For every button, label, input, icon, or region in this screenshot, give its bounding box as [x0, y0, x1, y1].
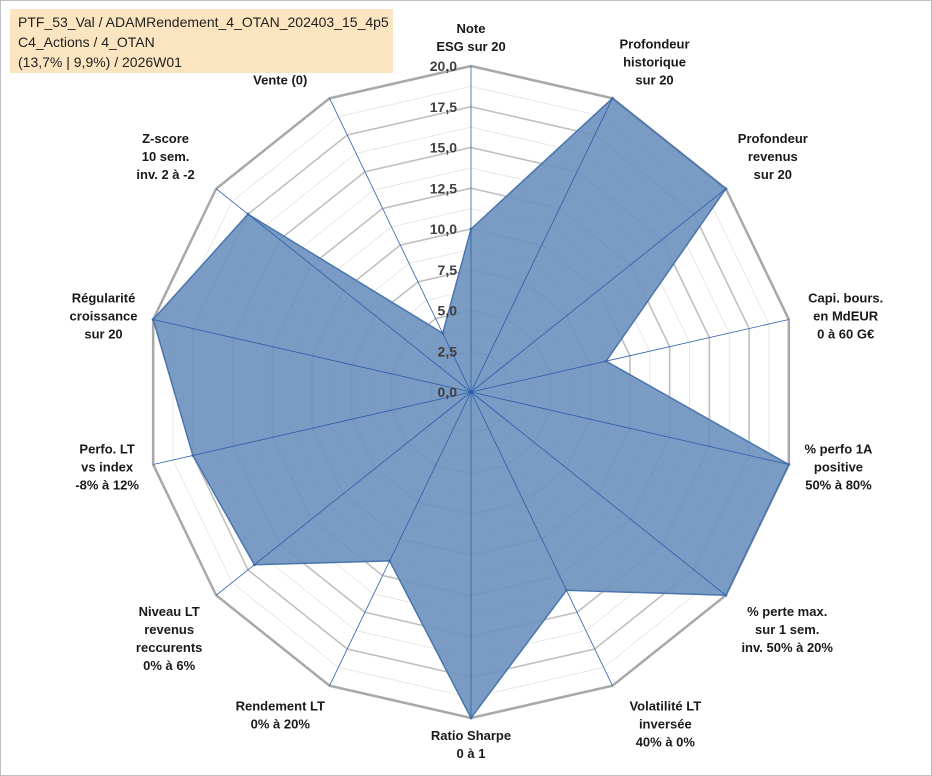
axis-label-line: Ratio Sharpe — [431, 728, 511, 743]
axis-label: Ratio Sharpe 0 à 1 — [431, 728, 511, 761]
tick-label: 12,5 — [430, 180, 457, 196]
radar-spoke — [153, 319, 472, 393]
axis-label-line: 10 sem. — [142, 149, 190, 164]
tick-label: 15,0 — [430, 140, 457, 156]
axis-label: Régularité croissance sur 20 — [70, 290, 138, 341]
axis-label-line: inv. 2 à -2 — [136, 167, 194, 182]
axis-label-line: croissance — [70, 308, 138, 323]
radar-spoke — [470, 391, 613, 686]
axis-label: Note ESG sur 20 — [436, 21, 505, 54]
radar-spoke — [215, 188, 472, 393]
axis-label-line: sur 1 sem. — [755, 622, 819, 637]
axis-label-line: Profondeur — [619, 37, 689, 52]
radar-spoke — [215, 391, 472, 596]
axis-label-line: 40% à 0% — [636, 734, 696, 749]
axis-label-line: positive — [814, 460, 863, 475]
axis-label-line: Note — [457, 21, 486, 36]
axis-label: Capi. bours. en MdEUR 0 à 60 G€ — [808, 290, 883, 341]
radar-spoke — [470, 98, 613, 393]
axis-label-line: revenus — [144, 622, 194, 637]
radar-spoke — [470, 319, 789, 393]
axis-label-line: vs index — [81, 460, 134, 475]
axis-label-line: 50% à 80% — [805, 478, 872, 493]
tick-label: 10,0 — [430, 221, 457, 237]
axis-label-line: en MdEUR — [813, 308, 879, 323]
axis-label: Niveau LT revenus reccurents 0% à 6% — [136, 604, 202, 673]
radar-spoke — [153, 391, 472, 465]
axis-label-line: ESG sur 20 — [436, 39, 505, 54]
radar-tick-labels: 0,0 2,5 5,0 7,5 10,0 12,5 15,0 17,5 20,0 — [430, 58, 457, 400]
axis-label-line: -8% à 12% — [75, 478, 139, 493]
tick-label: 5,0 — [438, 303, 458, 319]
info-line-portfolio: PTF_53_Val / ADAMRendement_4_OTAN_202403… — [18, 14, 389, 30]
radar-spoke — [470, 188, 727, 393]
axis-label-line: reccurents — [136, 640, 202, 655]
axis-label-line: Perfo. LT — [79, 442, 134, 457]
axis-label-line: sur 20 — [635, 73, 673, 88]
axis-label-line: Niveau LT — [139, 604, 200, 619]
axis-label-line: sur 20 — [754, 167, 792, 182]
info-line-performance: (13,7% | 9,9%) / 2026W01 — [18, 54, 182, 70]
axis-label-line: historique — [623, 55, 686, 70]
tick-label: 7,5 — [438, 262, 458, 278]
axis-label-line: Rendement LT — [236, 698, 325, 713]
tick-label: 20,0 — [430, 58, 457, 74]
axis-label-line: Z-score — [142, 131, 189, 146]
tick-label: 17,5 — [430, 99, 457, 115]
radar-spokes — [153, 66, 789, 718]
axis-label: % perte max. sur 1 sem. inv. 50% à 20% — [741, 604, 833, 655]
axis-label: Profondeur historique sur 20 — [619, 37, 689, 88]
axis-label-line: Vente (0) — [253, 73, 307, 88]
axis-label-line: inversée — [639, 716, 692, 731]
axis-label: % perfo 1A positive 50% à 80% — [805, 442, 874, 493]
axis-label-line: % perte max. — [747, 604, 827, 619]
radar-spoke — [470, 391, 789, 465]
axis-label-line: Volatilité LT — [629, 698, 701, 713]
axis-label-line: 0% à 6% — [143, 658, 195, 673]
axis-label-line: 0 à 1 — [457, 746, 486, 761]
portfolio-info-box: PTF_53_Val / ADAMRendement_4_OTAN_202403… — [10, 9, 393, 73]
axis-label-line: 0% à 20% — [251, 716, 311, 731]
axis-label: Perfo. LT vs index -8% à 12% — [75, 442, 139, 493]
tick-label: 0,0 — [438, 384, 458, 400]
radar-spoke — [329, 391, 472, 686]
axis-label-line: Régularité — [72, 290, 136, 305]
axis-label: Volatilité LT inversée 40% à 0% — [629, 698, 701, 749]
axis-label-line: sur 20 — [84, 326, 122, 341]
radar-spoke — [470, 391, 727, 596]
radar-spoke — [329, 98, 472, 393]
tick-label: 2,5 — [438, 343, 458, 359]
axis-label-line: revenus — [748, 149, 798, 164]
axis-label: Z-score 10 sem. inv. 2 à -2 — [136, 131, 194, 182]
axis-label: Profondeur revenus sur 20 — [738, 131, 808, 182]
axis-label-line: inv. 50% à 20% — [741, 640, 833, 655]
axis-label-line: Profondeur — [738, 131, 808, 146]
axis-label-line: Capi. bours. — [808, 290, 883, 305]
axis-label: Rendement LT 0% à 20% — [236, 698, 325, 731]
axis-label-line: % perfo 1A — [805, 442, 874, 457]
axis-label-line: 0 à 60 G€ — [817, 326, 874, 341]
info-line-category: C4_Actions / 4_OTAN — [18, 34, 155, 50]
